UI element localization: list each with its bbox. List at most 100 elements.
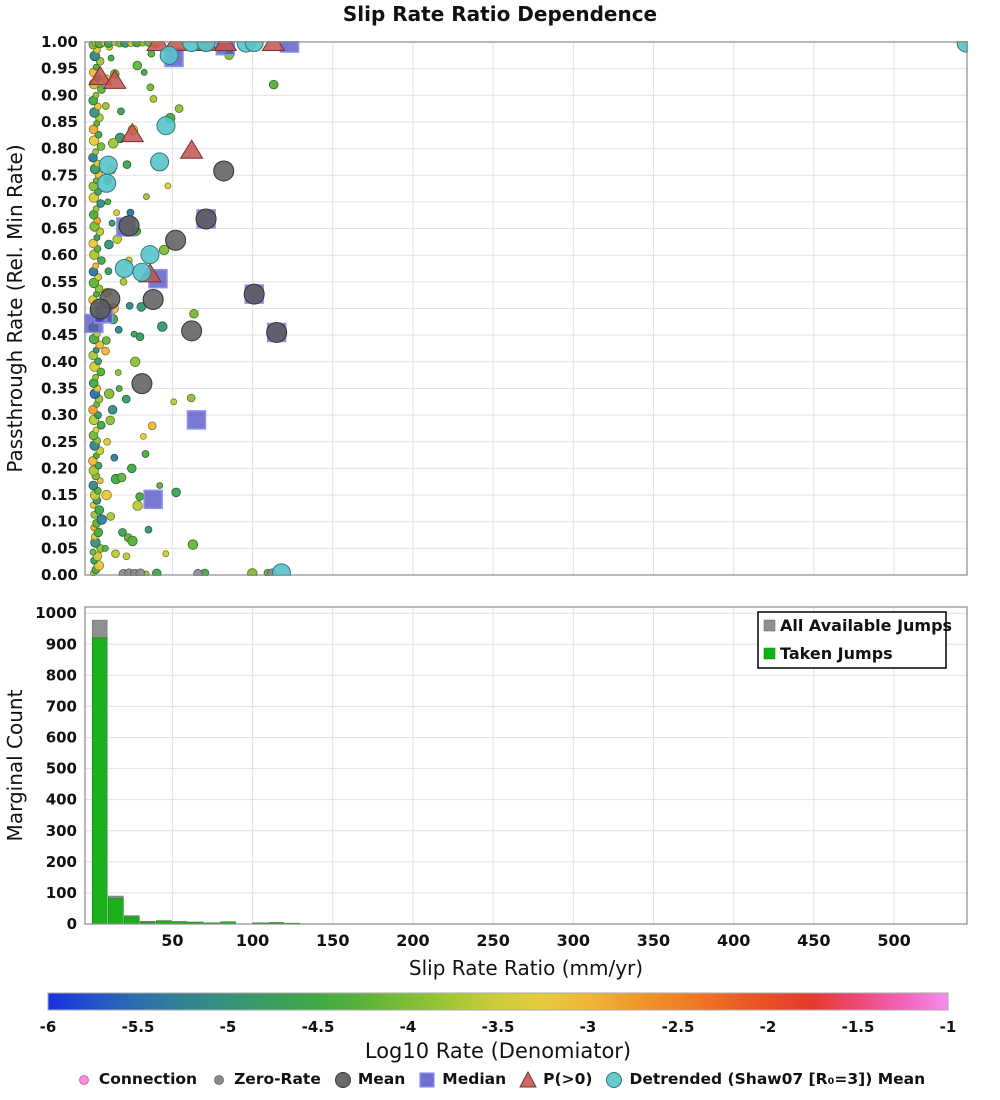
colorbar-tick-label: -1.5 [842,1018,875,1036]
y-tick-label: 900 [46,635,77,653]
scatter-series-container [84,41,968,576]
hist-legend-border [757,611,947,669]
y-tick-label: 0.60 [41,246,78,264]
colorbar-tick-labels: -6 -5.5 -5 -4.5 -4 -3.5 -3 -2.5 -2 -1.5 -1 [40,1018,957,1036]
legend-item-label: Connection [98,1070,198,1088]
colorbar-tick-label: -5 [220,1018,237,1036]
colorbar-tick-label: -4.5 [302,1018,335,1036]
legend-item: Detrended (Shaw07 [R₀=3]) Mean [605,1070,925,1088]
y-tick-label: 0.45 [41,326,78,344]
y-tick-label: 0.10 [41,513,78,531]
scatter-panel-border [84,41,968,576]
y-tick-label: 0.05 [41,539,78,557]
colorbar-tick-label: -5.5 [122,1018,155,1036]
legend-item-label: Median [442,1070,507,1088]
legend-circle-icon [334,1070,352,1088]
hist-legend-swatch-icon [763,647,776,660]
legend-item-label: Mean [357,1070,406,1088]
colorbar-title: Log10 Rate (Denomiator) [365,1039,631,1063]
colorbar-tick-label: -3 [580,1018,597,1036]
y-tick-label: 0.65 [41,220,78,238]
colorbar-tick-label: -6 [40,1018,57,1036]
hist-legend-swatch-icon [763,619,776,632]
y-tick-label: 0.95 [41,60,78,78]
legend-item-label: P(>0) [543,1070,593,1088]
scatter-y-tick-labels: 0.00 0.05 0.10 0.15 0.20 0.25 0.30 0.35 0.40 0.45… [41,33,78,584]
y-tick-label: 0.55 [41,273,78,291]
legend-item-label: Zero-Rate [234,1070,321,1088]
x-tick-label: 200 [396,931,429,950]
legend-item: Median [418,1070,506,1088]
legend-dot-icon [210,1070,228,1088]
hist-legend-label: Taken Jumps [780,644,893,663]
colorbar-tick-label: -1 [940,1018,957,1036]
y-tick-label: 0.30 [41,406,78,424]
y-tick-label: 0.20 [41,459,78,477]
y-tick-label: 0.80 [41,140,78,158]
scatter-y-axis-title: Passthrough Rate (Rel. Min Rate) [3,144,27,472]
x-tick-label: 500 [877,931,910,950]
colorbar-tick-label: -3.5 [482,1018,515,1036]
x-tick-label: 100 [236,931,269,950]
x-tick-label: 350 [637,931,670,950]
series-zero-rate [118,568,277,576]
y-tick-label: 1000 [35,604,77,622]
scatter-panel-svg: 0.00 0.05 0.10 0.15 0.20 0.25 0.30 0.35 0.40 0.45… [3,33,968,584]
histogram-panel-svg: 0 100 200 300 400 500 600 700 800 900 1000 50 100 150… [3,604,968,980]
y-tick-label: 500 [46,760,77,778]
hist-panel-border [84,606,968,925]
legend-item: Mean [334,1070,405,1088]
y-tick-label: 0.70 [41,193,78,211]
legend-triangle-icon [519,1070,537,1088]
series-mean [89,160,288,395]
colorbar-svg: -6 -5.5 -5 -4.5 -4 -3.5 -3 -2.5 -2 -1.5 -1 Log10 Ra… [40,992,957,1063]
x-tick-label: 450 [797,931,830,950]
x-tick-labels: 50 100 150 200 250 300 350 400 450 500 [161,931,910,950]
colorbar-tick-label: -2.5 [662,1018,695,1036]
y-tick-label: 0.40 [41,353,78,371]
legend-square-icon [418,1070,436,1088]
bottom-legend: Connection Zero-Rate Mean Median P(>0) Detren… [0,1070,1000,1088]
legend-item: Connection [75,1070,197,1088]
y-tick-label: 100 [46,884,77,902]
colorbar-tick-label: -2 [760,1018,777,1036]
y-tick-label: 400 [46,791,77,809]
y-tick-label: 0.35 [41,379,78,397]
hist-gridlines [85,607,967,924]
y-tick-label: 800 [46,666,77,684]
legend-item-label: Detrended (Shaw07 [R₀=3]) Mean [629,1070,926,1088]
y-tick-label: 0.00 [41,566,78,584]
x-tick-label: 250 [476,931,509,950]
hist-legend-label: All Available Jumps [780,616,952,635]
hist-legend-box: All Available Jumps Taken Jumps [757,611,952,669]
x-tick-label: 400 [717,931,750,950]
legend-dot-icon [75,1070,93,1088]
y-tick-label: 0.85 [41,113,78,131]
y-tick-label: 600 [46,729,77,747]
x-tick-label: 150 [316,931,349,950]
series-detrended [97,41,968,576]
chart-title: Slip Rate Ratio Dependence [342,2,658,26]
y-tick-label: 0.90 [41,86,78,104]
colorbar-tick-label: -4 [400,1018,417,1036]
legend-item: P(>0) [519,1070,592,1088]
y-tick-label: 0.50 [41,300,78,318]
y-tick-label: 1.00 [41,33,78,51]
y-tick-label: 300 [46,822,77,840]
y-tick-label: 0.75 [41,166,78,184]
x-axis-title: Slip Rate Ratio (mm/yr) [409,956,643,980]
colorbar-gradient [47,992,949,1011]
y-tick-label: 0.25 [41,433,78,451]
hist-bars-taken [91,637,300,925]
y-tick-label: 700 [46,697,77,715]
y-tick-label: 0 [67,915,77,933]
scatter-gridlines [85,42,967,575]
y-tick-label: 200 [46,853,77,871]
x-tick-label: 50 [161,931,183,950]
x-tick-label: 300 [557,931,590,950]
y-tick-label: 0.15 [41,486,78,504]
legend-circle-icon [605,1070,623,1088]
hist-y-axis-title: Marginal Count [3,689,27,841]
legend-item: Zero-Rate [210,1070,321,1088]
